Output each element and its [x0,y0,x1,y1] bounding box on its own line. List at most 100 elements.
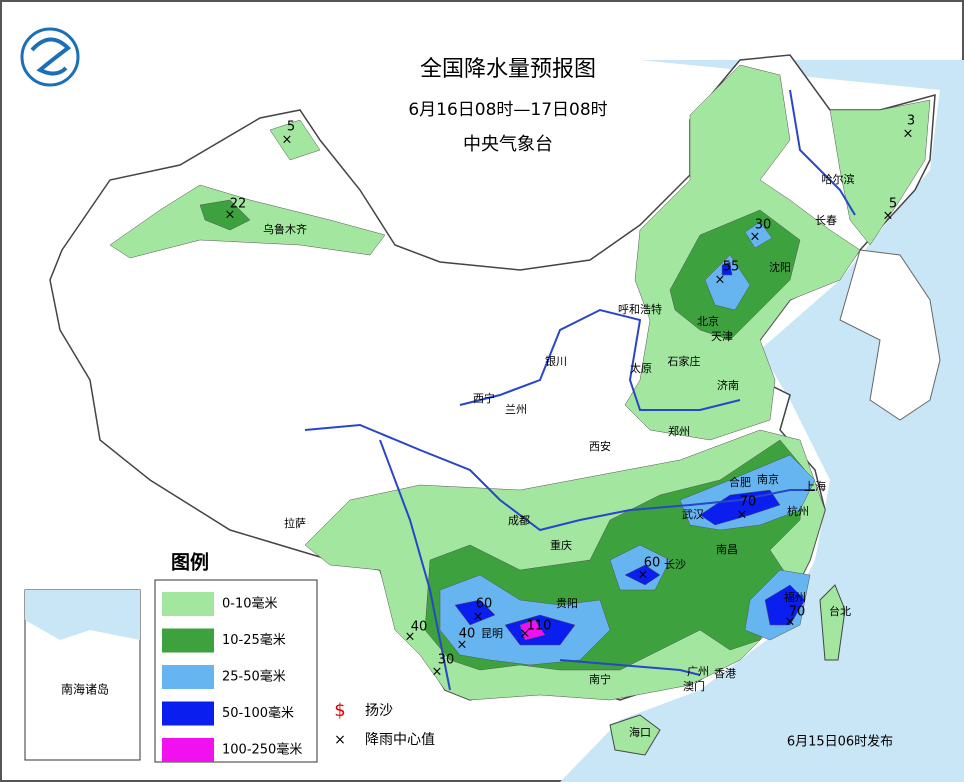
city-label: 北京 [697,314,719,328]
legend-symbol: 降雨中心值 [365,732,435,748]
legend-label: 100-250毫米 [222,742,302,758]
rain-center-value: 22 [230,197,247,212]
rain-center-value: 60 [644,556,661,571]
rain-center-value: 55 [723,260,740,275]
legend-label: 10-25毫米 [222,632,286,648]
center-cross: × [715,273,726,288]
legend-label: 0-10毫米 [222,596,278,612]
rain-center-value: 30 [438,653,455,668]
city-label: 昆明 [481,627,503,640]
city-label: 天津 [711,330,733,343]
inset-label: 南海诸岛 [61,682,109,697]
city-label: 郑州 [668,424,690,438]
sand-symbol: $ [334,700,345,721]
legend-title: 图例 [171,551,209,574]
rain-area [764,584,806,626]
center-cross: × [737,508,748,523]
rain-center-value: 40 [411,620,428,635]
sea [560,60,964,782]
rain-center-value: 60 [476,597,493,612]
rivers [304,89,856,691]
center-cross: × [473,610,484,625]
center-cross: × [903,127,914,142]
city-label: 福州 [784,590,806,604]
city-label: 成都 [508,514,530,527]
rain-area [199,199,251,231]
city-label: 南昌 [716,543,738,556]
map-subtitle: 6月16日08时—17日08时 [408,100,607,120]
rain-center-value: 40 [459,627,476,642]
rain-center-value: 30 [755,218,772,233]
hainan [609,714,661,756]
city-label: 乌鲁木齐 [263,222,307,236]
rain-area [454,599,496,626]
city-label: 太原 [630,362,652,375]
city-label: 南宁 [589,672,611,686]
center-cross: × [282,133,293,148]
legend-swatch [162,701,214,726]
city-label: 拉萨 [284,516,306,530]
city-label: 台北 [829,604,851,618]
center-cross: × [405,630,416,645]
city-label: 海口 [629,725,651,739]
city-label: 兰州 [505,403,527,416]
city-label: 南京 [757,472,779,486]
rain-area [624,564,661,586]
city-label: 沈阳 [769,260,791,274]
city-label: 长沙 [664,558,686,571]
city-label: 石家庄 [668,354,701,368]
rain-center-value: 5 [889,197,897,212]
city-label: 长春 [815,214,837,227]
legend-swatch [162,592,214,616]
city-label: 杭州 [787,504,809,518]
center-cross: × [883,209,894,224]
legend-symbol: 扬沙 [365,703,393,719]
city-label: 合肥 [729,475,751,489]
legend-label: 50-100毫米 [222,705,294,721]
center-cross: × [750,230,761,245]
issued-time: 6月15日06时发布 [787,734,893,750]
issuer: 中央气象台 [463,134,553,155]
rain-area [721,261,733,276]
city-label: 上海 [804,479,826,493]
logo [20,27,80,87]
city-label: 贵阳 [556,597,578,610]
rain-area [269,119,321,161]
center-cross: × [457,638,468,653]
rain-area [829,99,931,246]
city-label: 武汉 [682,508,704,521]
center-cross: × [225,208,236,223]
city-label: 澳门 [683,679,705,693]
center-symbol: × [334,732,346,748]
rain-center-value: 70 [740,495,757,510]
city-label: 西宁 [473,391,495,405]
taiwan [819,584,846,661]
city-label: 广州 [687,665,709,678]
city-label: 重庆 [550,538,572,552]
inset: 南海诸岛 [24,589,141,761]
rain-center-value: 5 [287,120,295,135]
rain-center-value: 110 [527,619,552,634]
city-label: 呼和浩特 [618,302,662,316]
inset-sea [25,590,140,640]
city-label: 济南 [717,378,739,392]
legend-swatch [162,665,214,689]
rain-area [744,221,773,249]
city-label: 香港 [714,667,736,680]
center-cross: × [638,568,649,583]
legend: 0-10毫米 10-25毫米 25-50毫米 50-100毫米 100-250毫米 [154,579,318,763]
legend-swatch [162,628,214,653]
center-cross: × [520,627,531,642]
rain-center-value: 70 [789,605,806,620]
rain-area [699,489,781,526]
city-label: 银川 [545,354,567,368]
rain-area [519,619,546,641]
center-cross: × [785,615,796,630]
legend-swatch [162,738,214,762]
korea [839,249,941,421]
rain-areas [109,64,931,701]
center-cross: × [432,665,443,680]
rain-center-value: 3 [907,114,915,129]
city-label: 哈尔滨 [822,172,855,186]
